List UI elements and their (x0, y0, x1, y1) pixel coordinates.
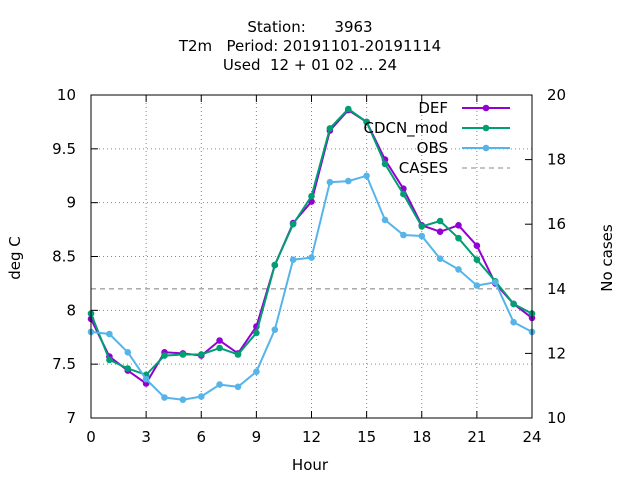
legend-label-cdcn-mod: CDCN_mod (363, 119, 448, 138)
x-tick-label: 24 (522, 428, 541, 446)
data-point-cdcn-mod (436, 217, 444, 225)
title-line-1: Station: 3963 (247, 18, 372, 36)
data-point-cdcn-mod (234, 351, 242, 358)
legend-label-obs: OBS (417, 139, 448, 157)
data-point-obs (455, 266, 462, 273)
data-point-cdcn-mod (510, 300, 517, 308)
legend-label-cases: CASES (399, 159, 448, 177)
data-point-cdcn-mod (381, 160, 389, 168)
y-tick-label: 9.5 (52, 140, 76, 158)
y2-tick-label: 18 (547, 151, 566, 169)
series-layer (87, 105, 536, 404)
y2-tick-label: 12 (547, 344, 566, 362)
data-point-def (216, 337, 223, 344)
x-tick-label: 12 (302, 428, 321, 446)
data-point-obs (106, 330, 113, 338)
data-point-obs (289, 256, 297, 264)
data-point-obs (510, 318, 517, 326)
y-tick-label: 7 (66, 409, 76, 427)
data-point-obs (142, 375, 150, 383)
data-point-obs (363, 172, 370, 180)
x-tick-label: 21 (467, 428, 486, 446)
data-point-obs (179, 396, 187, 404)
data-point-obs (436, 255, 444, 262)
y-tick-label: 8.5 (52, 248, 76, 266)
data-point-cdcn-mod (216, 344, 223, 352)
data-point-obs (381, 216, 389, 224)
data-point-obs (492, 279, 499, 286)
data-point-cdcn-mod (198, 351, 205, 358)
y2-axis: 10 12 14 16 18 20 (525, 86, 566, 427)
data-point-cdcn-mod (289, 220, 297, 228)
data-point-cdcn-mod (363, 118, 370, 126)
x-tick-label: 9 (252, 428, 262, 446)
data-point-cdcn-mod (345, 105, 352, 113)
data-point-obs (124, 349, 132, 356)
data-point-obs (271, 326, 279, 334)
y-tick-label: 9 (66, 194, 76, 212)
data-point-obs (216, 381, 223, 388)
data-point-obs (161, 394, 168, 401)
data-point-obs (198, 393, 205, 400)
y-tick-label: 7.5 (52, 355, 76, 373)
x-tick-label: 18 (412, 428, 431, 446)
y-axis-label: deg C (6, 236, 24, 280)
data-point-obs (473, 282, 481, 289)
chart-title: Station: 3963 T2m Period: 20191101-20191… (178, 18, 441, 74)
data-point-obs (345, 177, 352, 185)
x-tick-label: 6 (196, 428, 206, 446)
data-point-cdcn-mod (400, 190, 407, 198)
x-axis: 0 3 6 9 12 15 18 21 24 (86, 95, 542, 446)
data-point-cdcn-mod (106, 356, 113, 364)
x-tick-label: 3 (141, 428, 151, 446)
data-point-obs (418, 232, 426, 240)
x-tick-label: 15 (357, 428, 376, 446)
legend-marker-def (482, 104, 490, 112)
data-point-def (455, 222, 462, 229)
data-point-cdcn-mod (271, 261, 279, 269)
data-point-cdcn-mod (124, 365, 132, 372)
data-point-cdcn-mod (455, 234, 462, 242)
y-tick-label: 10 (57, 86, 76, 104)
data-point-obs (234, 383, 242, 391)
y-tick-label: 8 (66, 301, 76, 319)
data-point-obs (253, 368, 260, 376)
data-point-obs (326, 178, 334, 186)
x-tick-label: 0 (86, 428, 96, 446)
series-cdcn-mod (87, 105, 536, 379)
series-obs (87, 172, 536, 404)
title-line-3: Used 12 + 01 02 ... 24 (223, 56, 397, 74)
data-point-def (436, 228, 444, 235)
data-point-cdcn-mod (418, 223, 426, 230)
y2-tick-label: 20 (547, 86, 566, 104)
legend-label-def: DEF (418, 99, 448, 117)
y-axis: 7 7.5 8 8.5 9 9.5 10 (52, 86, 98, 427)
legend-marker-cdcn-mod (482, 124, 490, 132)
data-point-cdcn-mod (473, 256, 481, 264)
y2-axis-label: No cases (598, 224, 616, 292)
data-point-cdcn-mod (161, 352, 168, 359)
y2-tick-label: 14 (547, 280, 566, 298)
data-point-obs (308, 254, 315, 261)
y2-tick-label: 10 (547, 409, 566, 427)
title-line-2: T2m Period: 20191101-20191114 (178, 37, 441, 55)
data-point-cdcn-mod (326, 125, 334, 132)
data-point-cdcn-mod (179, 351, 187, 358)
legend-marker-obs (482, 144, 490, 152)
data-point-cdcn-mod (253, 329, 260, 337)
data-point-cdcn-mod (308, 192, 315, 200)
data-point-obs (400, 231, 407, 239)
y2-tick-label: 16 (547, 215, 566, 233)
data-point-def (473, 242, 481, 249)
x-axis-label: Hour (292, 456, 329, 474)
